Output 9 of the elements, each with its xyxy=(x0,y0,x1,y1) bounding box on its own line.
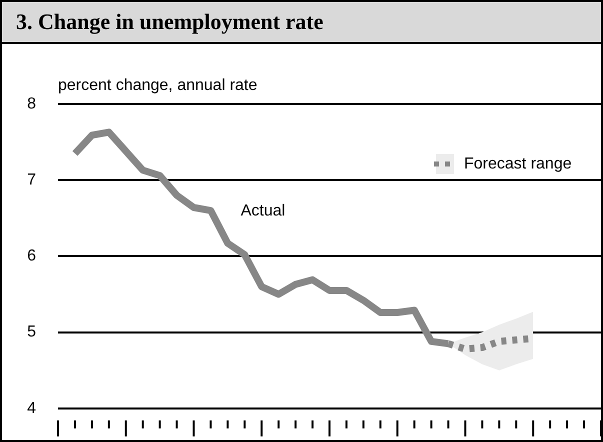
y-tick-label: 4 xyxy=(27,400,36,417)
y-tick-label: 8 xyxy=(27,95,36,112)
series-label: Actual xyxy=(240,202,286,220)
legend-label: Forecast range xyxy=(464,155,572,172)
chart-title: 3. Change in unemployment rate xyxy=(2,2,601,44)
y-axis-title: percent change, annual rate xyxy=(58,77,258,94)
y-tick-label: 6 xyxy=(27,248,36,265)
y-tick-label: 7 xyxy=(27,172,36,189)
y-tick-label: 5 xyxy=(27,324,36,341)
